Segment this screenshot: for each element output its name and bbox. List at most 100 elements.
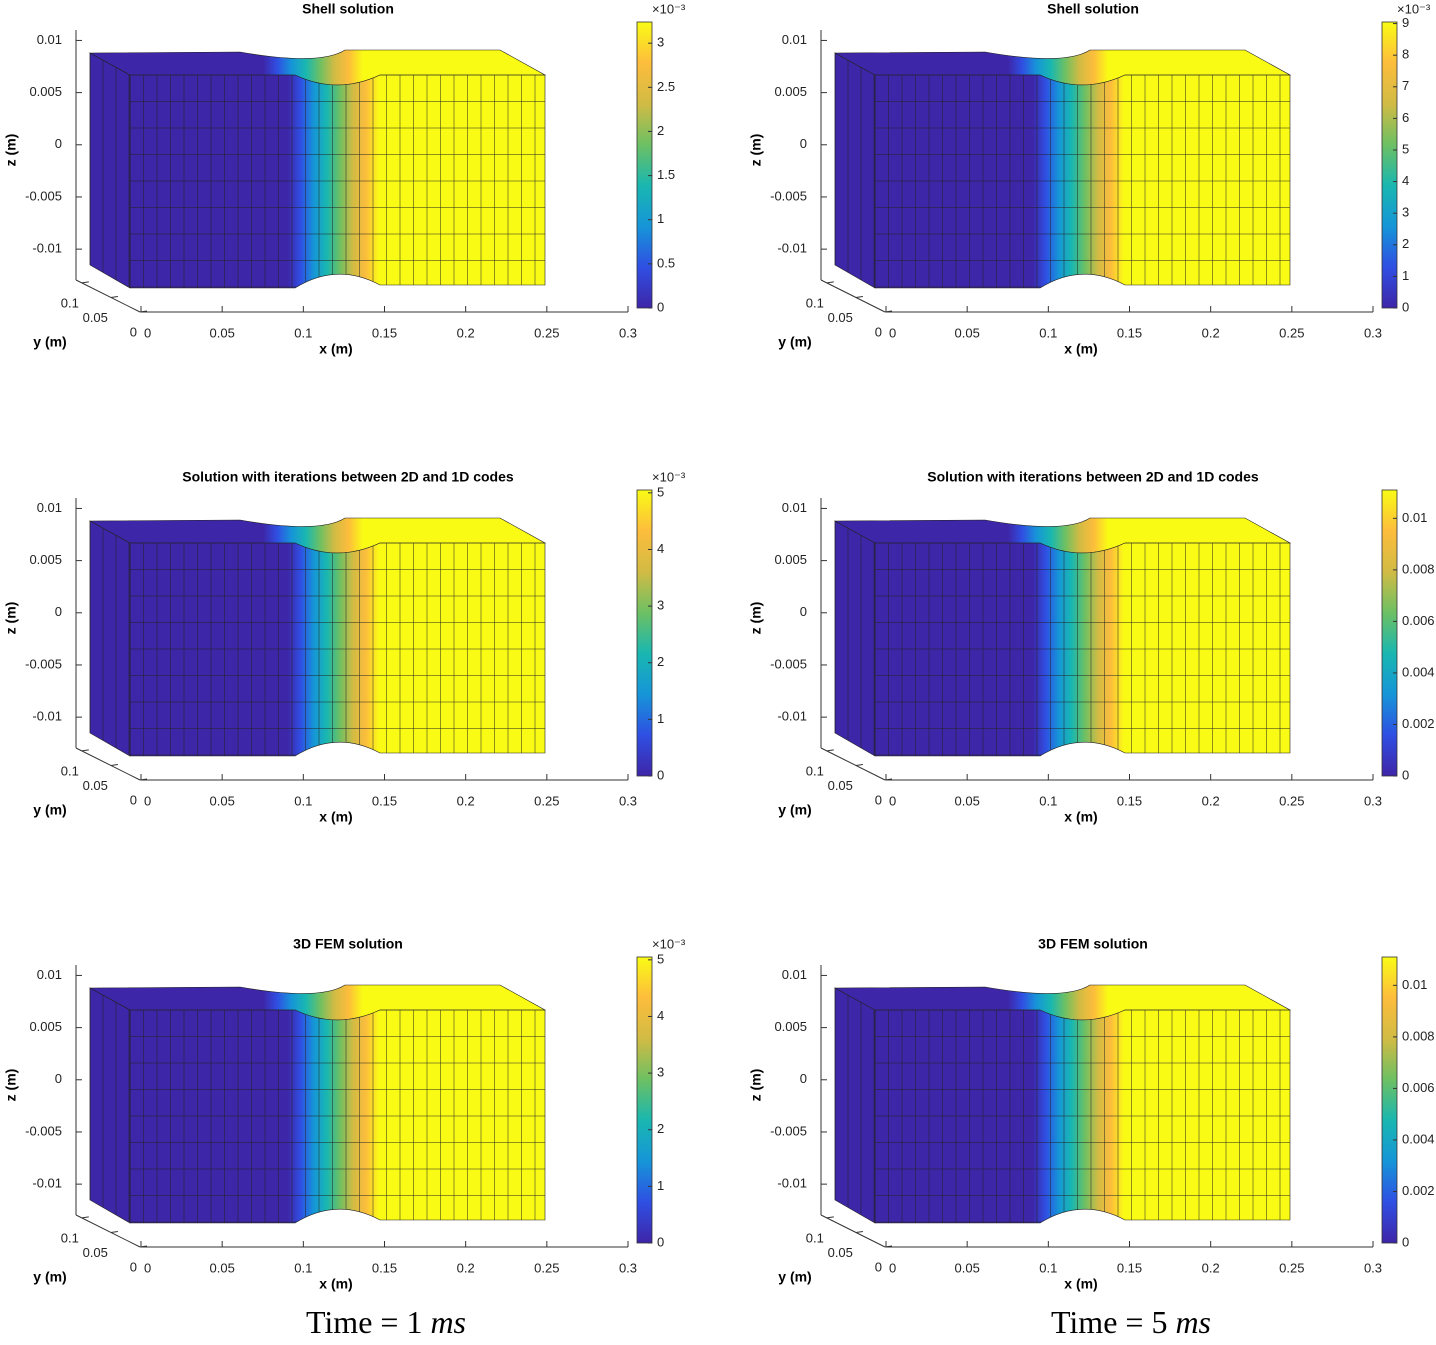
x-tick-label: 0.05 — [955, 325, 980, 340]
colorbar-tick-label: 4 — [657, 1008, 664, 1023]
y-tick-label: 0.05 — [828, 1245, 853, 1260]
colorbar — [1381, 489, 1398, 777]
y-tick-label: 0 — [130, 324, 137, 339]
y-tick-label: 0 — [130, 1259, 137, 1274]
z-tick-label: 0 — [800, 604, 807, 619]
y-tick — [81, 1216, 89, 1219]
x-tick-label: 0.25 — [534, 1260, 559, 1275]
colorbar — [1381, 21, 1398, 309]
y-axis-label: y (m) — [778, 1269, 811, 1285]
y-tick — [826, 281, 834, 284]
x-tick-label: 0 — [889, 325, 896, 340]
y-tick — [139, 778, 148, 781]
x-tick-label: 0.2 — [457, 793, 475, 808]
colorbar-tick-label: 0.008 — [1402, 561, 1435, 576]
z-tick-label: 0.005 — [774, 1019, 807, 1034]
colorbar — [1381, 956, 1398, 1244]
z-tick-label: 0 — [55, 1071, 62, 1086]
colorbar-tick-label: 6 — [1402, 110, 1409, 125]
x-tick-label: 0.1 — [294, 793, 312, 808]
colorbar-tick-label: 2 — [657, 123, 664, 138]
x-axis-label: x (m) — [319, 341, 352, 357]
chart-title: Shell solution — [1047, 1, 1139, 17]
chart-title: Shell solution — [302, 1, 394, 17]
colorbar-tick-label: 1 — [657, 1178, 664, 1193]
x-tick-label: 0.3 — [619, 793, 637, 808]
panel: -0.01 -0.005 0 0.005 0.01 0 0.05 0.1 0.15 0.2 0.25… — [748, 936, 1435, 1292]
x-tick-label: 0.25 — [1279, 325, 1304, 340]
surface-side — [89, 52, 131, 289]
colorbar-tick-label: 8 — [1402, 47, 1409, 62]
surface-front — [874, 1009, 1291, 1224]
z-axis-label: z (m) — [3, 1069, 19, 1102]
x-tick-label: 0.3 — [1364, 793, 1382, 808]
x-tick-label: 0.05 — [210, 793, 235, 808]
panel: -0.01 -0.005 0 0.005 0.01 0 0.05 0.1 0.15 0.2 0.25… — [3, 1, 686, 357]
colorbar-tick-label: 4 — [1402, 173, 1409, 188]
x-tick-label: 0.3 — [1364, 325, 1382, 340]
x-tick-label: 0.05 — [955, 793, 980, 808]
x-tick-label: 0.1 — [294, 325, 312, 340]
colorbar-tick-label: 0.002 — [1402, 1183, 1435, 1198]
x-tick-label: 0.15 — [372, 793, 397, 808]
y-tick — [110, 295, 118, 298]
z-tick-label: -0.01 — [777, 1176, 807, 1191]
x-axis-label: x (m) — [1064, 341, 1097, 357]
surface-side — [834, 987, 876, 1224]
x-tick-label: 0.2 — [1202, 1260, 1220, 1275]
x-tick-label: 0.25 — [1279, 793, 1304, 808]
y-tick — [139, 310, 148, 313]
z-tick-label: 0 — [800, 1071, 807, 1086]
colorbar-tick-label: 1 — [657, 711, 664, 726]
x-tick-label: 0.2 — [457, 1260, 475, 1275]
x-tick-label: 0.3 — [619, 325, 637, 340]
x-axis-label: x (m) — [1064, 1276, 1097, 1292]
colorbar-tick-label: 0.5 — [657, 255, 675, 270]
z-tick-label: 0.01 — [37, 967, 62, 982]
z-tick-label: 0.01 — [37, 32, 62, 47]
x-tick-label: 0.05 — [955, 1260, 980, 1275]
colorbar-tick-label: 0.004 — [1402, 1131, 1435, 1146]
y-tick — [110, 1230, 118, 1233]
x-tick-label: 0 — [144, 793, 151, 808]
colorbar-tick-label: 0.004 — [1402, 664, 1435, 679]
colorbar-exponent: ×10⁻³ — [652, 1, 686, 16]
z-axis-label: z (m) — [3, 602, 19, 635]
y-axis-label: y (m) — [33, 802, 66, 818]
z-tick-label: 0.01 — [782, 500, 807, 515]
x-tick-label: 0.25 — [1279, 1260, 1304, 1275]
surface-side — [834, 52, 876, 289]
x-tick-label: 0.05 — [210, 1260, 235, 1275]
x-tick-label: 0.05 — [210, 325, 235, 340]
y-tick — [110, 763, 118, 766]
caption-text: Time = 1 — [306, 1304, 422, 1340]
colorbar-tick-label: 0.006 — [1402, 1080, 1435, 1095]
z-axis-label: z (m) — [748, 1069, 764, 1102]
colorbar-tick-label: 1 — [657, 211, 664, 226]
y-tick-label: 0.1 — [61, 1230, 79, 1245]
z-tick-label: 0 — [800, 136, 807, 151]
x-tick-label: 0.1 — [1039, 325, 1057, 340]
chart-title: 3D FEM solution — [1038, 936, 1148, 952]
x-tick-label: 0 — [889, 1260, 896, 1275]
z-axis-label: z (m) — [3, 134, 19, 167]
surface-front — [874, 74, 1291, 289]
x-tick-label: 0.3 — [1364, 1260, 1382, 1275]
colorbar — [636, 21, 653, 309]
caption-unit: ms — [430, 1304, 466, 1340]
colorbar-tick-label: 4 — [657, 541, 664, 556]
colorbar-exponent: ×10⁻³ — [1397, 1, 1431, 16]
z-tick-label: 0.01 — [782, 967, 807, 982]
y-axis-label: y (m) — [778, 334, 811, 350]
z-tick-label: 0.01 — [782, 32, 807, 47]
colorbar-tick-label: 5 — [1402, 141, 1409, 156]
surface-mesh — [130, 75, 545, 288]
x-tick-label: 0.15 — [1117, 1260, 1142, 1275]
chart-title: 3D FEM solution — [293, 936, 403, 952]
z-tick-label: 0.005 — [774, 84, 807, 99]
y-tick — [826, 1216, 834, 1219]
z-tick-label: 0.005 — [29, 84, 62, 99]
y-axis — [820, 1214, 886, 1248]
colorbar-tick-label: 7 — [1402, 78, 1409, 93]
z-tick-label: -0.01 — [777, 709, 807, 724]
